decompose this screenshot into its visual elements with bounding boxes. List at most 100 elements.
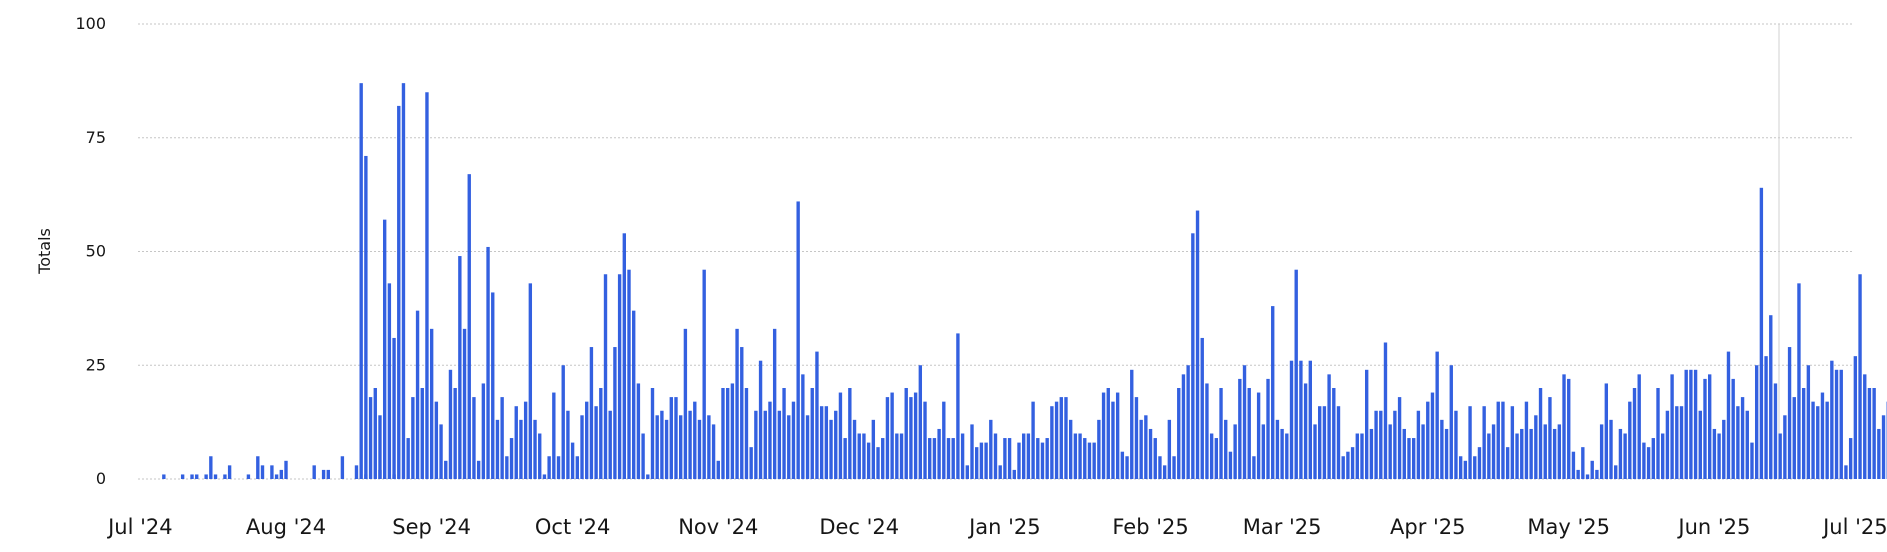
bar[interactable] <box>1074 434 1077 480</box>
bar[interactable] <box>1642 443 1645 479</box>
bar[interactable] <box>500 397 503 479</box>
bar[interactable] <box>1572 452 1575 479</box>
bar[interactable] <box>928 438 931 479</box>
bar[interactable] <box>1520 429 1523 479</box>
bar[interactable] <box>378 415 381 479</box>
bar[interactable] <box>477 461 480 479</box>
bar[interactable] <box>1741 397 1744 479</box>
bar[interactable] <box>1431 393 1434 479</box>
bar[interactable] <box>881 438 884 479</box>
bar[interactable] <box>524 402 527 479</box>
bar[interactable] <box>1013 470 1016 479</box>
bar[interactable] <box>468 174 471 479</box>
bar[interactable] <box>275 474 278 479</box>
bar[interactable] <box>458 256 461 479</box>
bar[interactable] <box>1544 424 1547 479</box>
bar[interactable] <box>961 434 964 480</box>
bar[interactable] <box>867 443 870 479</box>
bar[interactable] <box>1445 429 1448 479</box>
bar[interactable] <box>190 474 193 479</box>
bar[interactable] <box>980 443 983 479</box>
bar[interactable] <box>942 402 945 479</box>
bar[interactable] <box>204 474 207 479</box>
bar[interactable] <box>1125 456 1128 479</box>
bar[interactable] <box>1717 434 1720 480</box>
bar[interactable] <box>989 420 992 479</box>
bar[interactable] <box>1323 406 1326 479</box>
bar[interactable] <box>1064 397 1067 479</box>
bar[interactable] <box>749 447 752 479</box>
bar[interactable] <box>1041 443 1044 479</box>
bar[interactable] <box>735 329 738 479</box>
bar[interactable] <box>397 106 400 479</box>
bar[interactable] <box>1092 443 1095 479</box>
bar[interactable] <box>214 474 217 479</box>
bar[interactable] <box>726 388 729 479</box>
bar[interactable] <box>195 474 198 479</box>
bar[interactable] <box>256 456 259 479</box>
bar[interactable] <box>599 388 602 479</box>
bar[interactable] <box>768 402 771 479</box>
bar[interactable] <box>1788 347 1791 479</box>
bar[interactable] <box>430 329 433 479</box>
bar[interactable] <box>1008 438 1011 479</box>
bar[interactable] <box>374 388 377 479</box>
bar[interactable] <box>1614 465 1617 479</box>
bar[interactable] <box>1713 429 1716 479</box>
bar[interactable] <box>510 438 513 479</box>
bar[interactable] <box>970 424 973 479</box>
bar[interactable] <box>1736 406 1739 479</box>
bar[interactable] <box>1539 388 1542 479</box>
bar[interactable] <box>1548 397 1551 479</box>
bar[interactable] <box>1783 415 1786 479</box>
bar[interactable] <box>1858 274 1861 479</box>
bar[interactable] <box>801 374 804 479</box>
bar[interactable] <box>1069 420 1072 479</box>
bar[interactable] <box>1191 233 1194 479</box>
bar[interactable] <box>491 292 494 479</box>
bar[interactable] <box>609 411 612 479</box>
bar[interactable] <box>1219 388 1222 479</box>
bar[interactable] <box>721 388 724 479</box>
bar[interactable] <box>1586 474 1589 479</box>
bar[interactable] <box>1060 397 1063 479</box>
bar[interactable] <box>538 434 541 480</box>
bar[interactable] <box>792 402 795 479</box>
bar[interactable] <box>1201 338 1204 479</box>
bar[interactable] <box>1821 393 1824 479</box>
bar[interactable] <box>1337 406 1340 479</box>
bar[interactable] <box>646 474 649 479</box>
bar[interactable] <box>359 83 362 479</box>
bar[interactable] <box>1031 402 1034 479</box>
bar[interactable] <box>1844 465 1847 479</box>
bar[interactable] <box>933 438 936 479</box>
bar[interactable] <box>1374 411 1377 479</box>
bar[interactable] <box>1111 402 1114 479</box>
bar[interactable] <box>890 393 893 479</box>
bar[interactable] <box>313 465 316 479</box>
bar[interactable] <box>1755 365 1758 479</box>
bar[interactable] <box>923 402 926 479</box>
bar[interactable] <box>411 397 414 479</box>
bar[interactable] <box>1384 343 1387 480</box>
bar[interactable] <box>811 388 814 479</box>
bar[interactable] <box>1342 456 1345 479</box>
bar[interactable] <box>1666 411 1669 479</box>
bar[interactable] <box>1511 406 1514 479</box>
bar[interactable] <box>604 274 607 479</box>
bar[interactable] <box>886 397 889 479</box>
bar[interactable] <box>984 443 987 479</box>
bar[interactable] <box>1398 397 1401 479</box>
bar[interactable] <box>1473 456 1476 479</box>
bar[interactable] <box>1356 434 1359 480</box>
bar[interactable] <box>876 447 879 479</box>
bar[interactable] <box>1088 443 1091 479</box>
bar[interactable] <box>843 438 846 479</box>
bar[interactable] <box>1534 415 1537 479</box>
bar[interactable] <box>1689 370 1692 479</box>
bar[interactable] <box>1107 388 1110 479</box>
bar[interactable] <box>1468 406 1471 479</box>
bar[interactable] <box>1623 434 1626 480</box>
bar[interactable] <box>829 420 832 479</box>
bar[interactable] <box>1562 374 1565 479</box>
